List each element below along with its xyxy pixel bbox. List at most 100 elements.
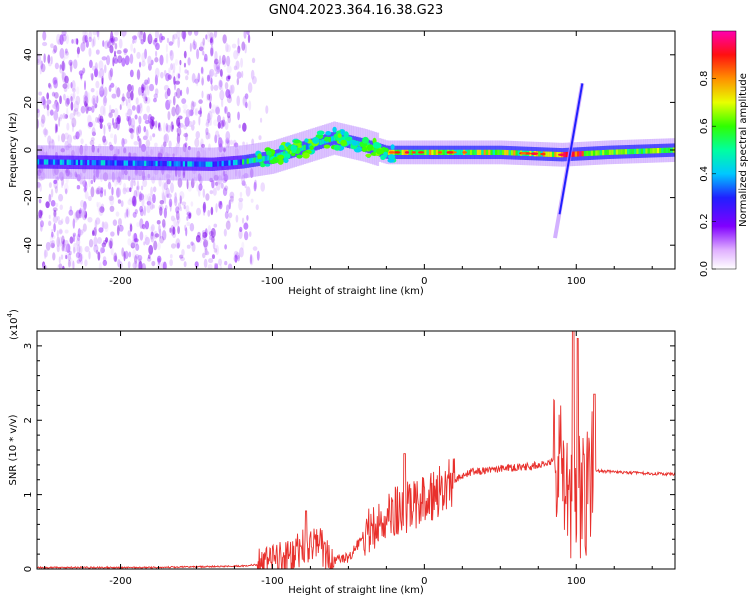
- spectrogram-noise-speck: [140, 39, 145, 45]
- spectrogram-noise-speck: [160, 71, 164, 79]
- spectrogram-noise-speck: [138, 260, 143, 269]
- spectrogram-noise-speck: [80, 138, 84, 145]
- spectrogram-blob: [304, 138, 309, 143]
- spectrogram-noise-speck: [61, 241, 65, 252]
- spectrogram-noise-speck: [49, 240, 54, 245]
- spectrogram-noise-speck: [130, 43, 134, 52]
- spectrogram-noise-speck: [72, 91, 76, 100]
- spectrogram-noise-speck: [101, 242, 107, 248]
- spectrogram-noise-speck: [103, 40, 109, 50]
- spectrogram-noise-speck: [130, 179, 134, 190]
- spectrogram-noise-speck: [122, 33, 125, 39]
- spectrogram-noise-speck: [176, 126, 182, 137]
- spectrogram-noise-speck: [48, 84, 53, 90]
- spectrogram-noise-speck: [87, 195, 92, 202]
- spectrogram-noise-speck: [37, 118, 40, 129]
- spectrogram-noise-speck: [59, 48, 65, 59]
- spectrogram-noise-speck: [159, 200, 165, 205]
- spectrogram-noise-speck: [65, 34, 69, 45]
- spectrogram-noise-speck: [55, 123, 59, 133]
- spectrogram-noise-speck: [179, 59, 182, 66]
- spectrogram-noise-speck: [185, 75, 189, 81]
- spectrogram-noise-speck: [58, 256, 61, 264]
- spectrogram-noise-speck: [54, 62, 60, 70]
- spectrogram-noise-speck: [62, 62, 66, 71]
- spectrogram-noise-speck: [127, 199, 132, 206]
- spectrogram-band-center: [588, 150, 591, 156]
- spectrogram-band-center: [613, 149, 617, 155]
- spectrogram-noise-speck: [130, 242, 136, 249]
- spectrogram-noise-speck: [78, 227, 82, 237]
- spectrogram-noise-speck: [159, 54, 164, 66]
- spectrogram-noise-speck: [139, 102, 143, 109]
- spectrogram-noise-speck: [66, 97, 71, 105]
- spectrogram-noise-speck: [170, 243, 177, 249]
- spectrogram-noise-speck: [210, 227, 216, 238]
- spectrogram-noise-speck: [109, 109, 112, 117]
- spectrogram-noise-speck: [37, 58, 40, 64]
- spectrogram-band-center: [574, 151, 578, 157]
- spectrogram-noise-speck: [89, 140, 95, 146]
- snr-multiplier: (x104): [6, 309, 20, 340]
- spectrogram-blob: [362, 136, 369, 144]
- spectrogram-noise-speck: [244, 43, 247, 54]
- spectrogram-noise-speck: [176, 133, 181, 145]
- spectrogram-noise-speck: [165, 178, 169, 188]
- spectrogram-band-center: [251, 157, 254, 164]
- spectrogram-blob: [325, 130, 332, 136]
- spectrogram-noise-speck: [58, 116, 61, 127]
- spectrogram-noise-speck: [244, 101, 248, 109]
- spectrogram-band-center: [153, 160, 156, 167]
- spectrogram-noise-speck: [151, 119, 155, 127]
- spectrogram-noise-speck: [157, 257, 161, 265]
- spectrogram-noise-speck: [73, 59, 78, 70]
- spectrogram-band-center: [547, 151, 550, 157]
- spectrogram-noise-speck: [251, 138, 255, 146]
- spectrogram-noise-speck: [169, 259, 173, 267]
- spectrogram-noise-speck: [207, 31, 211, 37]
- spectrogram-noise-speck: [163, 141, 167, 148]
- spectrogram-noise-speck: [241, 41, 246, 51]
- spectrogram-noise-speck: [70, 82, 73, 89]
- spectrogram-band-center: [191, 161, 195, 167]
- spectrogram-band-center: [119, 160, 122, 166]
- spectrogram-hot-spot: [462, 151, 468, 154]
- spectrogram-band-center: [629, 148, 633, 155]
- spectrogram-noise-speck: [161, 180, 166, 192]
- spectrogram-noise-speck: [194, 108, 198, 116]
- spectrogram-noise-speck: [172, 231, 177, 239]
- spectrogram-noise-speck: [196, 182, 199, 192]
- spectrogram-band-center: [68, 159, 72, 165]
- spectrogram-noise-speck: [90, 179, 94, 185]
- spectrogram-noise-speck: [207, 264, 213, 269]
- spectrogram-noise-speck: [153, 97, 157, 103]
- spectrogram-band-center: [96, 160, 99, 166]
- spectrogram-noise-speck: [133, 198, 137, 207]
- spectrogram-noise-speck: [111, 117, 115, 126]
- spectrogram-noise-speck: [172, 226, 176, 235]
- spectrogram-noise-speck: [147, 77, 150, 85]
- spectrogram-noise-speck: [63, 182, 69, 194]
- spectrogram-noise-speck: [137, 135, 140, 142]
- spectrogram-noise-speck: [235, 214, 239, 223]
- spectrogram-noise-speck: [209, 101, 212, 109]
- spectrogram-noise-speck: [45, 201, 50, 209]
- spectrogram-noise-speck: [113, 133, 117, 145]
- spectrogram-noise-speck: [229, 198, 234, 204]
- spectrogram-band-center: [185, 161, 188, 167]
- spectrogram-blob: [260, 162, 266, 168]
- spectrogram-noise-speck: [78, 70, 84, 76]
- spectrogram-noise-speck: [227, 75, 231, 80]
- spectrogram-y-tick-label: -20: [23, 189, 34, 205]
- spectrogram-noise-speck: [237, 45, 241, 54]
- spectrogram-noise-speck: [109, 205, 115, 212]
- spectrogram-hot-spot: [404, 151, 410, 154]
- spectrogram-band-center: [476, 149, 480, 155]
- spectrogram-band-center: [80, 159, 83, 166]
- colorbar-gradient: [711, 30, 737, 270]
- spectrogram-noise-speck: [168, 67, 171, 75]
- spectrogram-noise-speck: [225, 204, 230, 214]
- spectrogram-noise-speck: [52, 103, 58, 109]
- spectrogram-noise-speck: [197, 72, 201, 83]
- spectrogram-noise-speck: [69, 98, 75, 103]
